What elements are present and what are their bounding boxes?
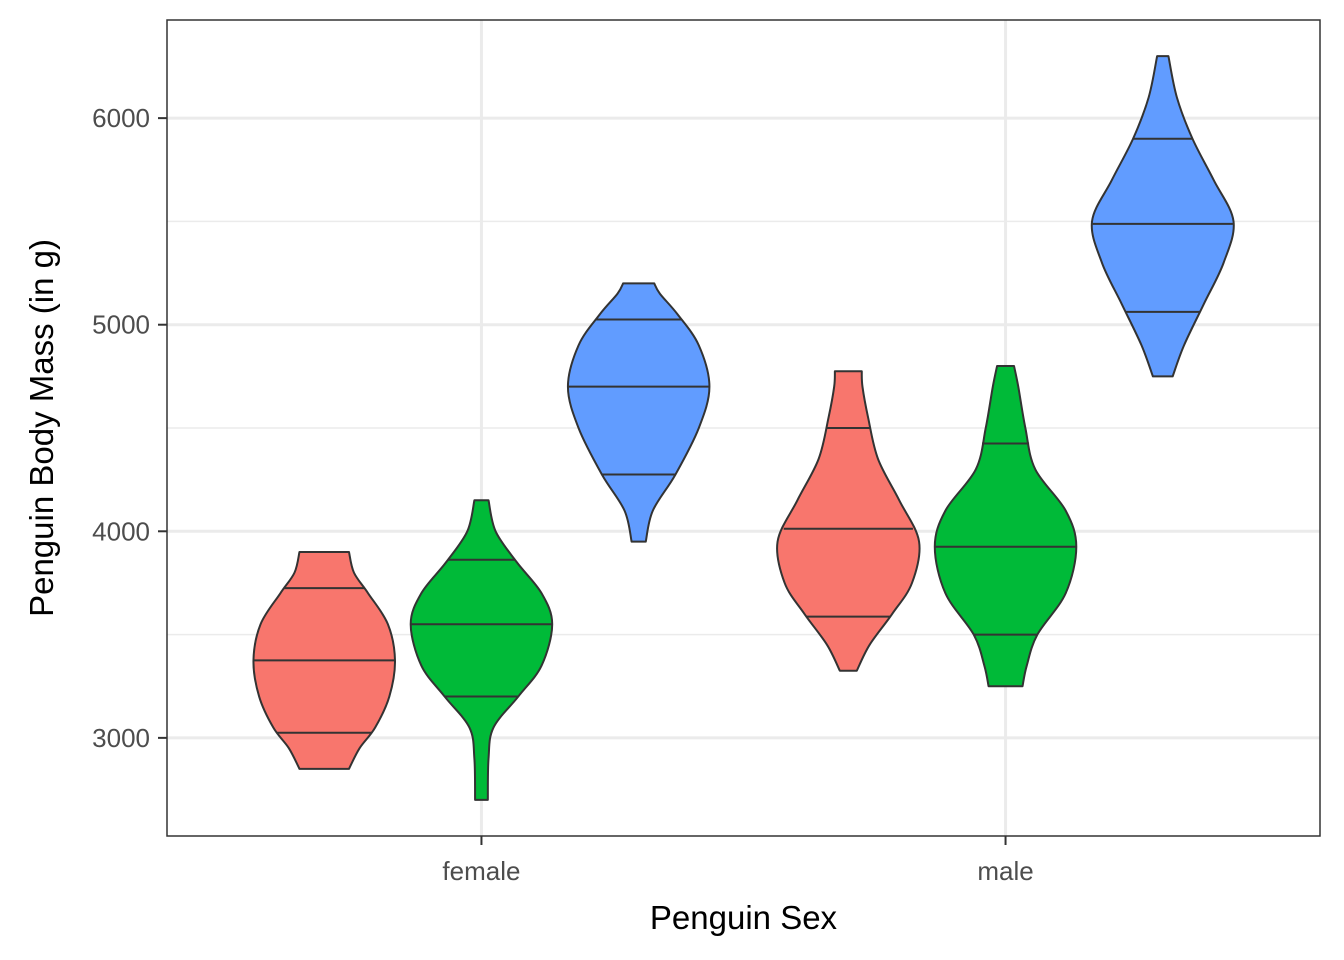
violin-male <box>933 365 1078 688</box>
violins <box>252 55 1235 801</box>
x-axis-title: Penguin Sex <box>650 899 838 936</box>
x-axis: female male <box>442 836 1034 886</box>
y-tick-label: 4000 <box>92 516 150 546</box>
plot-border <box>166 19 1321 837</box>
y-tick-label: 6000 <box>92 103 150 133</box>
x-tick-label: male <box>977 856 1033 886</box>
x-tick-label: female <box>442 856 520 886</box>
violin-male <box>776 370 921 672</box>
y-axis: 3000 4000 5000 6000 <box>92 103 167 753</box>
y-tick-label: 3000 <box>92 723 150 753</box>
y-tick-label: 5000 <box>92 310 150 340</box>
y-axis-title: Penguin Body Mass (in g) <box>23 239 60 617</box>
violin-male <box>1090 55 1235 378</box>
violin-female <box>566 282 711 543</box>
